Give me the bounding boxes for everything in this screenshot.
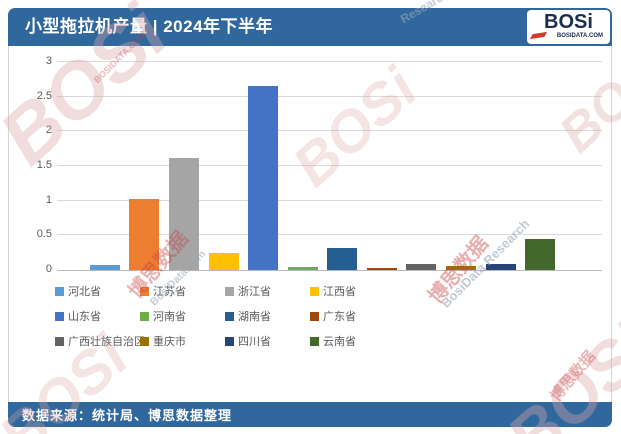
y-tick-label: 1.5 bbox=[36, 159, 52, 171]
legend: 河北省 江苏省 浙江省 江西省山东省 河南省 湖南省 广东省广西壮族自治区 重庆市 四川省 云南省 bbox=[55, 283, 611, 349]
legend-item: 云南省 bbox=[310, 333, 395, 349]
y-tick-label: 2 bbox=[45, 124, 52, 137]
bosi-logo: BOSi BOSIDATA.COM bbox=[527, 10, 610, 44]
legend-item: 四川省 bbox=[225, 333, 310, 349]
gridline bbox=[57, 165, 602, 166]
legend-item-label: 云南省 bbox=[323, 336, 356, 348]
legend-item: 江苏省 bbox=[140, 283, 225, 299]
chart-panel: 小型拖拉机产量 | 2024年下半年 BOSi BOSIDATA.COM 0 0.… bbox=[8, 8, 612, 427]
legend-swatch-icon bbox=[225, 311, 234, 321]
gridline bbox=[57, 199, 602, 201]
bar-slot bbox=[441, 62, 481, 270]
bar bbox=[525, 238, 556, 270]
page-title: 小型拖拉机产量 | 2024年下半年 bbox=[25, 17, 274, 36]
legend-swatch-icon bbox=[140, 286, 149, 296]
gridline bbox=[57, 234, 602, 236]
y-tick-label: 0 bbox=[45, 263, 52, 275]
y-axis: 0 0.5 1 1.5 2 2.5 3 bbox=[9, 55, 57, 275]
gridline bbox=[57, 95, 602, 97]
bar-chart: 0 0.5 1 1.5 2 2.5 3 bbox=[9, 46, 611, 275]
legend-item-label: 广西壮族自治区 bbox=[68, 336, 145, 348]
legend-item-label: 浙江省 bbox=[238, 286, 271, 298]
bar bbox=[445, 265, 476, 270]
bar bbox=[208, 252, 239, 270]
chart-body: 0 0.5 1 1.5 2 2.5 3 河北省 江苏省 浙江省 江西省山东省 河南省 湖南省 广东省广西… bbox=[8, 46, 612, 402]
legend-item-label: 广东省 bbox=[323, 311, 356, 323]
legend-item: 浙江省 bbox=[225, 283, 310, 299]
legend-item-label: 湖南省 bbox=[238, 311, 271, 323]
y-tick-label: 3 bbox=[45, 55, 52, 67]
legend-item: 江西省 bbox=[310, 283, 395, 299]
legend-swatch-icon bbox=[55, 311, 64, 321]
logo-subtext: BOSIDATA.COM bbox=[556, 33, 603, 39]
bar-slot bbox=[204, 62, 244, 270]
data-source-label: 数据来源：统计局、博思数据整理 bbox=[22, 408, 233, 423]
bar bbox=[129, 198, 160, 270]
bar bbox=[287, 266, 318, 270]
legend-swatch-icon bbox=[140, 311, 149, 321]
bar-slot bbox=[85, 62, 125, 270]
y-tick-label: 1 bbox=[45, 193, 52, 206]
legend-swatch-icon bbox=[140, 336, 149, 346]
legend-swatch-icon bbox=[310, 311, 319, 321]
legend-item: 重庆市 bbox=[140, 333, 225, 349]
bar-slot bbox=[164, 62, 204, 270]
logo-text: BOSi bbox=[544, 11, 593, 33]
y-tick-label: 2.5 bbox=[36, 89, 52, 102]
legend-item-label: 重庆市 bbox=[153, 336, 186, 348]
bar bbox=[168, 158, 199, 270]
legend-item: 河北省 bbox=[55, 283, 140, 299]
bar bbox=[89, 265, 120, 270]
legend-item-label: 山东省 bbox=[68, 311, 101, 323]
bar bbox=[366, 267, 397, 270]
bar-slot bbox=[125, 62, 165, 270]
legend-item: 河南省 bbox=[140, 308, 225, 324]
legend-swatch-icon bbox=[310, 286, 319, 296]
bar-slot bbox=[283, 62, 323, 270]
bar-slot bbox=[520, 62, 560, 270]
gridline bbox=[57, 130, 602, 132]
legend-item: 山东省 bbox=[55, 308, 140, 324]
bar bbox=[327, 247, 358, 270]
legend-swatch-icon bbox=[225, 336, 234, 346]
legend-item-label: 河北省 bbox=[68, 286, 101, 298]
bar-slot bbox=[322, 62, 362, 270]
legend-item: 广东省 bbox=[310, 308, 395, 324]
legend-item-label: 四川省 bbox=[238, 336, 271, 348]
gridline bbox=[57, 61, 602, 62]
legend-swatch-icon bbox=[310, 336, 319, 346]
legend-item: 湖南省 bbox=[225, 308, 310, 324]
legend-item-label: 河南省 bbox=[153, 311, 186, 323]
legend-swatch-icon bbox=[225, 286, 234, 296]
legend-swatch-icon bbox=[55, 286, 64, 296]
y-tick-label: 0.5 bbox=[36, 228, 52, 241]
legend-item-label: 江苏省 bbox=[153, 286, 186, 298]
legend-swatch-icon bbox=[55, 336, 64, 346]
footer: 数据来源：统计局、博思数据整理 bbox=[8, 402, 612, 427]
bar-slot bbox=[362, 62, 402, 270]
header: 小型拖拉机产量 | 2024年下半年 BOSi BOSIDATA.COM bbox=[8, 8, 612, 46]
bar-slot bbox=[243, 62, 283, 270]
bar bbox=[406, 263, 437, 270]
bar bbox=[248, 86, 279, 270]
legend-item: 广西壮族自治区 bbox=[55, 333, 145, 349]
bar bbox=[485, 263, 516, 270]
bars-container bbox=[85, 62, 560, 270]
plot-area bbox=[57, 61, 602, 271]
legend-item-label: 江西省 bbox=[323, 286, 356, 298]
bar-slot bbox=[481, 62, 521, 270]
bar-slot bbox=[402, 62, 442, 270]
